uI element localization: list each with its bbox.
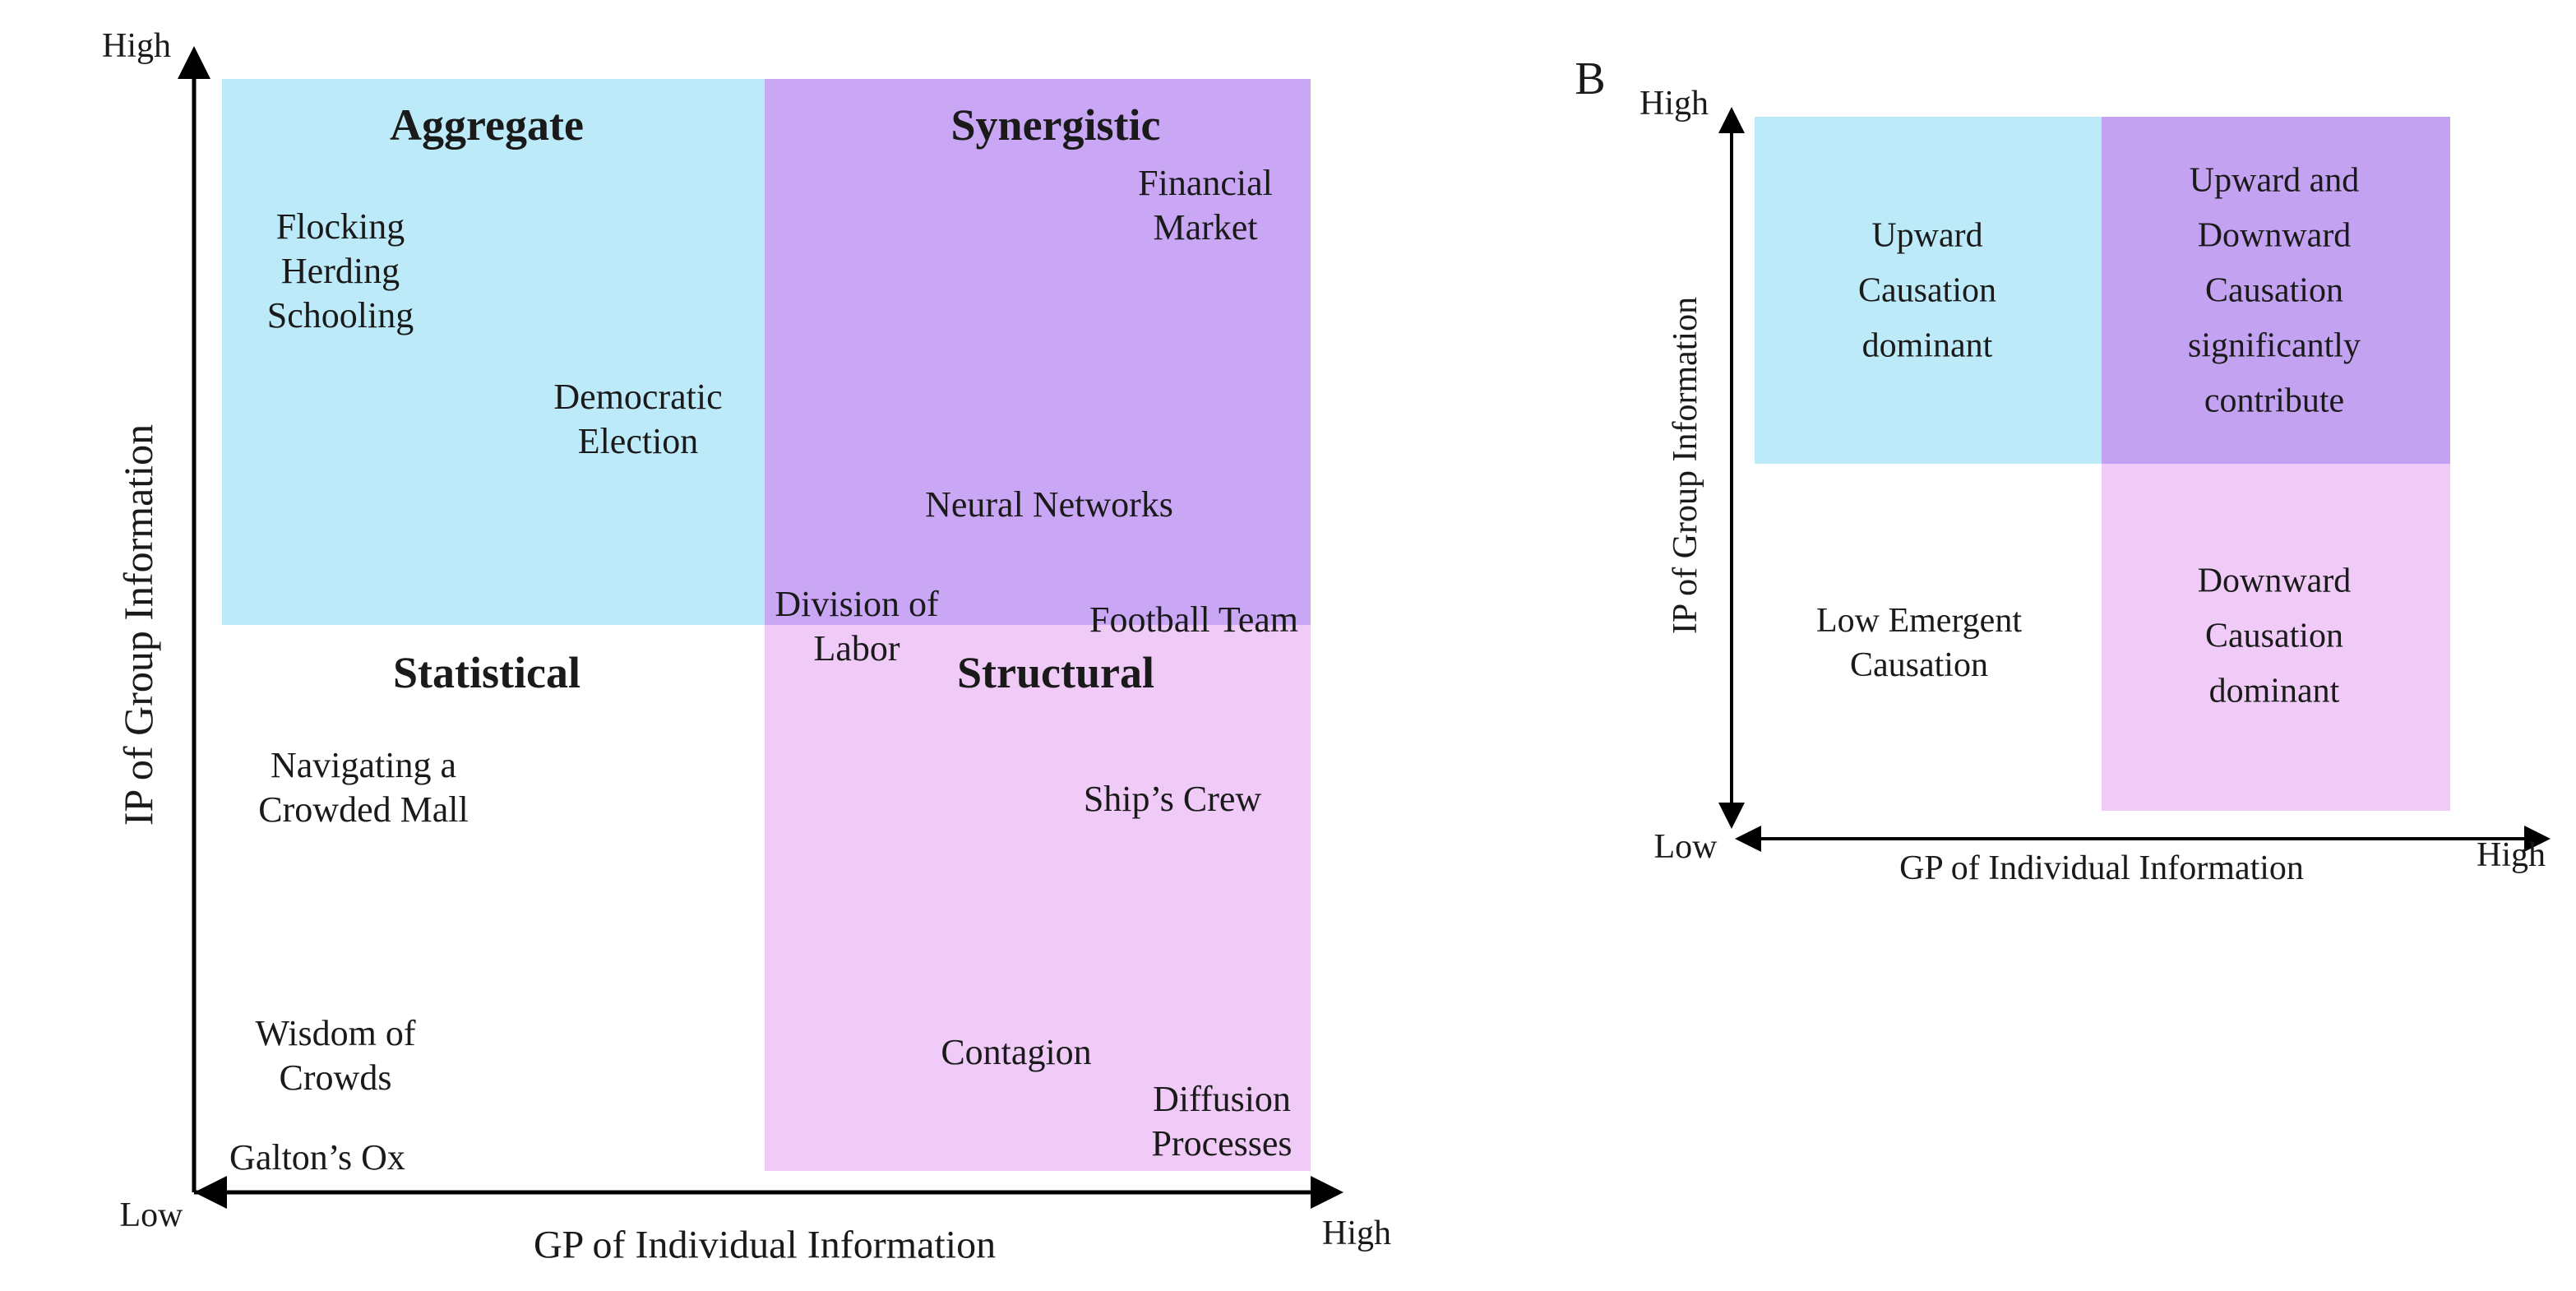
a-y-low: Low bbox=[119, 1196, 183, 1234]
item-diffusion-processes: Diffusion Processes bbox=[1151, 1079, 1293, 1164]
b-y-high: High bbox=[1639, 85, 1709, 123]
statistical-heading: Statistical bbox=[393, 648, 580, 697]
upward-quadrant bbox=[1755, 117, 2102, 464]
item-democratic-election: Democratic Election bbox=[553, 377, 723, 461]
item-galtons-ox: Galton’s Ox bbox=[229, 1137, 405, 1178]
synergistic-quadrant bbox=[765, 79, 1311, 625]
structural-heading: Structural bbox=[957, 648, 1154, 697]
item-crowded-mall: Navigating a Crowded Mall bbox=[258, 745, 469, 830]
structural-quadrant bbox=[765, 625, 1311, 1171]
a-x-axis-label: GP of Individual Information bbox=[533, 1223, 997, 1267]
item-flocking: Flocking Herding Schooling bbox=[266, 206, 414, 335]
low-emergent-text: Low Emergent Causation bbox=[1816, 602, 2022, 684]
item-football-team: Football Team bbox=[1089, 599, 1298, 640]
a-y-axis-label: IP of Group Information bbox=[115, 423, 161, 826]
item-financial-market: Financial Market bbox=[1138, 163, 1273, 248]
synergistic-heading: Synergistic bbox=[950, 100, 1161, 150]
item-ships-crew: Ship’s Crew bbox=[1083, 779, 1262, 819]
downward-quadrant bbox=[2102, 464, 2450, 811]
aggregate-quadrant bbox=[222, 79, 765, 625]
b-y-axis-label: IP of Group Information bbox=[1667, 296, 1704, 635]
a-x-high: High bbox=[1322, 1215, 1391, 1252]
b-x-high: High bbox=[2477, 836, 2546, 874]
both-causation-text: Upward and Downward Causation significan… bbox=[2188, 161, 2361, 420]
aggregate-heading: Aggregate bbox=[390, 100, 584, 150]
item-neural-networks: Neural Networks bbox=[925, 484, 1173, 525]
both-quadrant bbox=[2102, 117, 2450, 464]
item-division-of-labor: Division of Labor bbox=[775, 584, 939, 669]
b-x-low: Low bbox=[1653, 828, 1718, 866]
downward-causation-text: Downward Causation dominant bbox=[2197, 562, 2352, 710]
panel-b-label: B bbox=[1575, 53, 1606, 104]
a-y-high: High bbox=[102, 27, 171, 65]
b-x-axis-label: GP of Individual Information bbox=[1899, 849, 2304, 887]
item-wisdom-of-crowds: Wisdom of Crowds bbox=[255, 1013, 416, 1098]
item-contagion: Contagion bbox=[941, 1032, 1092, 1072]
upward-causation-text: Upward Causation dominant bbox=[1858, 216, 1996, 365]
